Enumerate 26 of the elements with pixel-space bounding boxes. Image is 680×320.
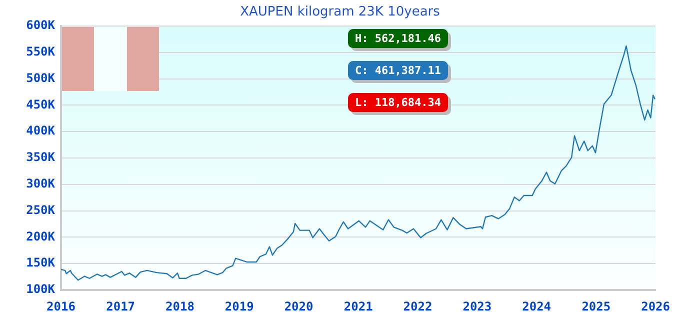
x-tick-label: 2023	[462, 299, 492, 314]
y-tick-label: 450K	[26, 97, 56, 112]
y-tick-label: 100K	[26, 282, 56, 296]
x-tick-label: 2017	[106, 299, 136, 314]
y-tick-label: 400K	[26, 124, 56, 138]
y-tick-label: 550K	[26, 44, 56, 59]
y-tick-label: 500K	[26, 70, 56, 85]
x-tick-label: 2019	[224, 299, 254, 314]
annotation: L: 118,684.34	[348, 93, 448, 112]
x-tick-label: 2024	[522, 299, 552, 314]
annotation: C: 461,387.11	[348, 61, 448, 80]
annotation: H: 562,181.46	[348, 29, 448, 48]
x-tick-label: 2020	[284, 299, 314, 314]
x-tick-label: 2026	[641, 299, 670, 314]
chart-title: XAUPEN kilogram 23K 10years	[240, 4, 440, 20]
x-tick-label: 2016	[46, 299, 76, 314]
y-tick-label: 200K	[26, 229, 56, 244]
y-tick-label: 350K	[26, 150, 56, 164]
x-tick-label: 2022	[403, 299, 432, 314]
y-tick-label: 150K	[26, 256, 56, 270]
x-tick-label: 2025	[582, 299, 611, 314]
y-tick-label: 300K	[26, 176, 56, 191]
y-tick-label: 250K	[26, 202, 56, 217]
x-tick-label: 2018	[166, 299, 194, 314]
y-tick-label: 600K	[26, 18, 56, 32]
x-tick-label: 2021	[344, 299, 373, 314]
